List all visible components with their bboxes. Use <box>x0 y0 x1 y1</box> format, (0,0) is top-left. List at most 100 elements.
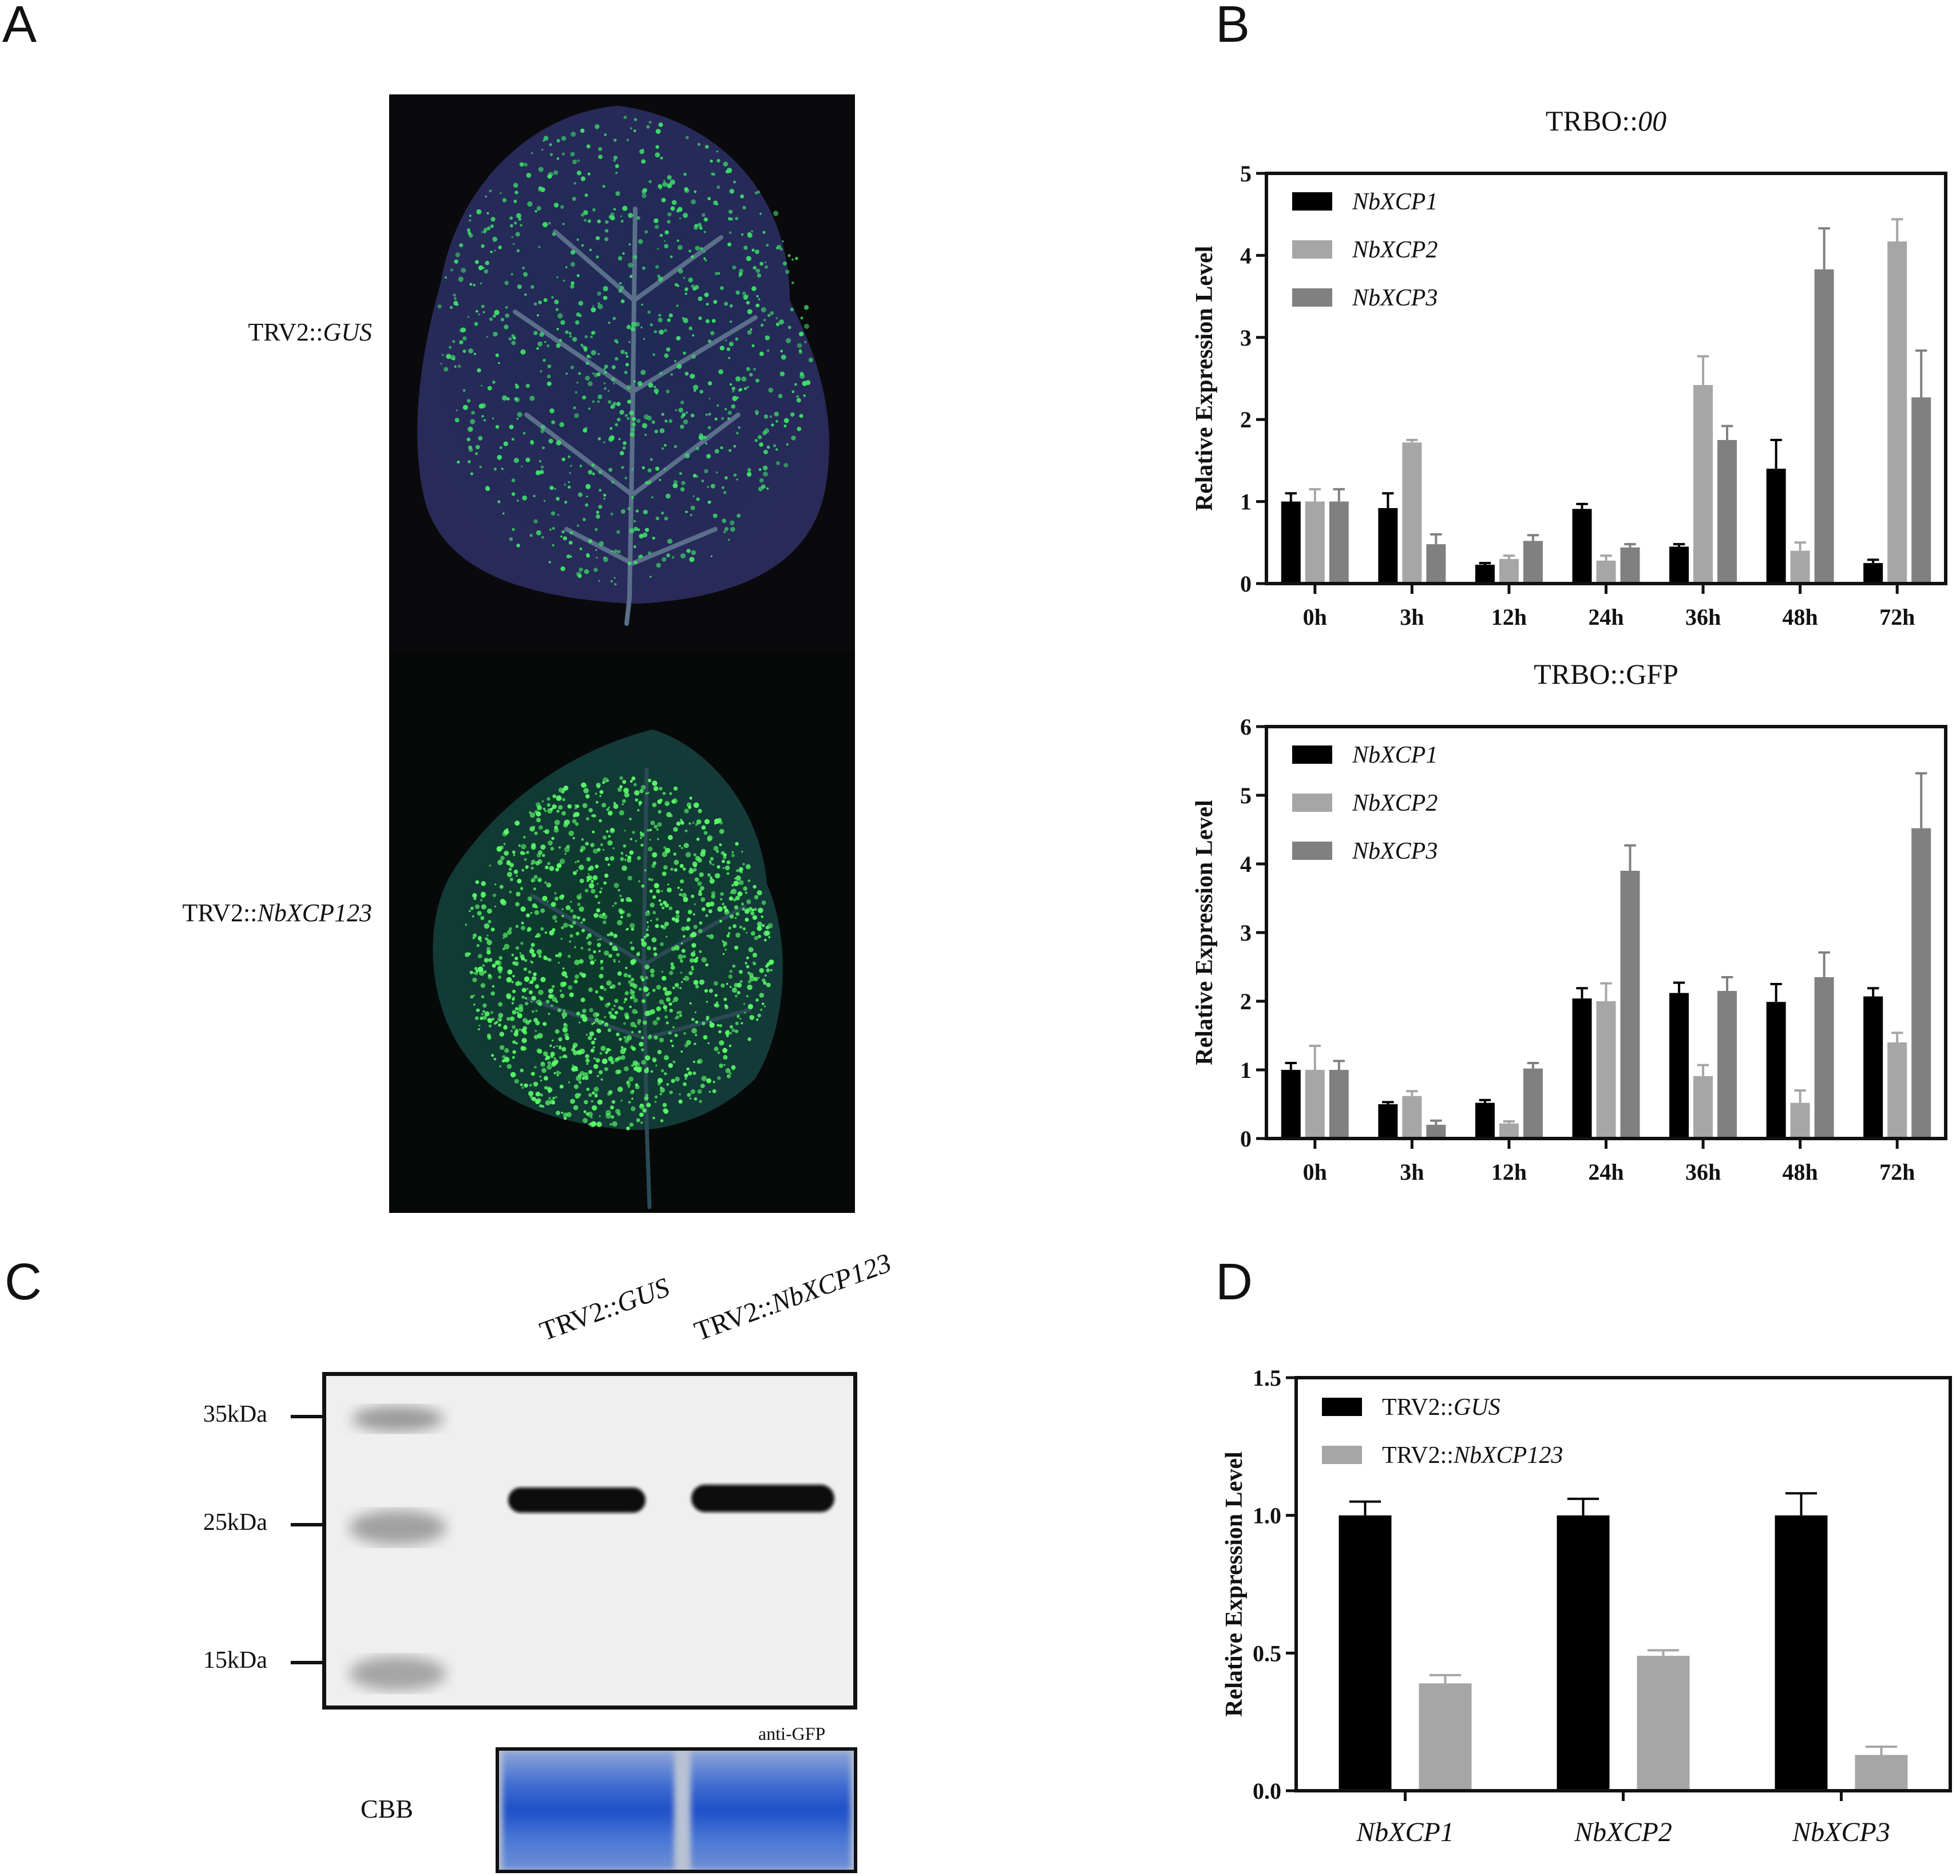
fluorescence-dot <box>689 1097 692 1100</box>
fluorescence-dot <box>610 1105 614 1110</box>
fluorescence-dot <box>498 1013 504 1018</box>
fluorescence-dot <box>722 486 724 489</box>
fluorescence-dot <box>635 322 640 327</box>
fluorescence-dot <box>758 435 762 439</box>
fluorescence-dot <box>492 963 496 968</box>
fluorescence-dot <box>754 895 759 900</box>
fluorescence-dot <box>746 256 751 261</box>
fluorescence-dot <box>467 316 470 318</box>
fluorescence-dot <box>664 851 667 853</box>
fluorescence-dot <box>579 465 583 467</box>
fluorescence-dot <box>537 1033 543 1039</box>
fluorescence-dot <box>697 142 700 146</box>
fluorescence-dot <box>623 1036 627 1039</box>
fluorescence-dot <box>544 881 547 885</box>
fluorescence-dot <box>676 363 682 369</box>
fluorescence-dot <box>799 372 804 376</box>
fluorescence-dot <box>469 283 473 286</box>
fluorescence-dot <box>622 446 626 450</box>
fluorescence-dot <box>631 1031 633 1033</box>
fluorescence-dot <box>657 1050 662 1054</box>
fluorescence-dot <box>620 1055 625 1060</box>
fluorescence-dot <box>454 259 458 264</box>
fluorescence-dot <box>602 185 605 188</box>
fluorescence-dot <box>552 804 557 810</box>
fluorescence-dot <box>679 987 682 989</box>
fluorescence-dot <box>695 447 699 451</box>
fluorescence-dot <box>478 313 480 316</box>
fluorescence-dot <box>588 883 595 889</box>
fluorescence-dot <box>481 415 484 418</box>
fluorescence-dot <box>625 363 629 367</box>
fluorescence-dot <box>613 803 619 809</box>
fluorescence-dot <box>561 457 565 462</box>
fluorescence-dot <box>610 212 615 217</box>
fluorescence-dot <box>667 318 671 322</box>
cbb-lane-gus <box>502 1751 674 1870</box>
fluorescence-dot <box>596 783 601 788</box>
fluorescence-dot <box>613 934 617 938</box>
fluorescence-dot <box>739 1018 742 1020</box>
fluorescence-dot <box>543 359 546 362</box>
fluorescence-dot <box>648 878 651 881</box>
bar <box>1855 1755 1908 1791</box>
fluorescence-dot <box>758 925 761 928</box>
fluorescence-dot <box>739 268 743 273</box>
fluorescence-dot <box>693 868 697 872</box>
fluorescence-dot <box>637 381 643 386</box>
fluorescence-dot <box>681 926 686 931</box>
fluorescence-dot <box>556 328 559 331</box>
fluorescence-dot <box>761 323 764 327</box>
fluorescence-dot <box>654 883 659 889</box>
fluorescence-dot <box>479 465 482 469</box>
fluorescence-dot <box>543 807 545 810</box>
fluorescence-dot <box>693 979 699 985</box>
fluorescence-dot <box>719 1040 724 1046</box>
fluorescence-dot <box>628 980 632 984</box>
fluorescence-dot <box>597 1099 603 1105</box>
fluorescence-dot <box>444 276 447 279</box>
fluorescence-dot <box>530 866 534 870</box>
fluorescence-dot <box>618 289 623 293</box>
fluorescence-dot <box>608 400 612 404</box>
fluorescence-dot <box>584 569 589 574</box>
fluorescence-dot <box>553 1057 556 1060</box>
fluorescence-dot <box>560 536 563 538</box>
fluorescence-dot <box>523 162 528 167</box>
fluorescence-dot <box>678 268 683 274</box>
fluorescence-dot <box>474 322 478 326</box>
fluorescence-dot <box>513 458 519 463</box>
fluorescence-dot <box>710 483 715 489</box>
fluorescence-dot <box>483 228 488 232</box>
fluorescence-dot <box>640 831 642 834</box>
fluorescence-dot <box>629 410 634 416</box>
fluorescence-dot <box>629 528 635 534</box>
fluorescence-dot <box>662 181 668 187</box>
fluorescence-dot <box>598 470 603 474</box>
fluorescence-dot <box>517 879 522 884</box>
fluorescence-dot <box>652 802 657 807</box>
fluorescence-dot <box>560 566 565 572</box>
fluorescence-dot <box>583 219 587 222</box>
fluorescence-dot <box>632 1009 638 1014</box>
fluorescence-dot <box>639 804 641 806</box>
fluorescence-dot <box>640 843 644 847</box>
fluorescence-dot <box>682 893 687 898</box>
fluorescence-dot <box>543 830 545 832</box>
fluorescence-dot <box>683 318 688 323</box>
fluorescence-dot <box>654 224 659 229</box>
fluorescence-dot <box>528 1020 532 1023</box>
fluorescence-dot <box>557 1074 559 1077</box>
fluorescence-dot <box>577 902 581 906</box>
fluorescence-dot <box>703 831 708 835</box>
fluorescence-dot <box>490 251 493 253</box>
fluorescence-dot <box>766 982 771 987</box>
fluorescence-dot <box>726 934 730 938</box>
x-tick-label: NbXCP1 <box>1356 1817 1454 1847</box>
fluorescence-dot <box>469 910 471 912</box>
fluorescence-dot <box>545 1100 551 1106</box>
fluorescence-dot <box>617 982 621 986</box>
fluorescence-dot <box>657 248 659 250</box>
fluorescence-dot <box>630 1021 636 1028</box>
fluorescence-dot <box>478 403 484 409</box>
